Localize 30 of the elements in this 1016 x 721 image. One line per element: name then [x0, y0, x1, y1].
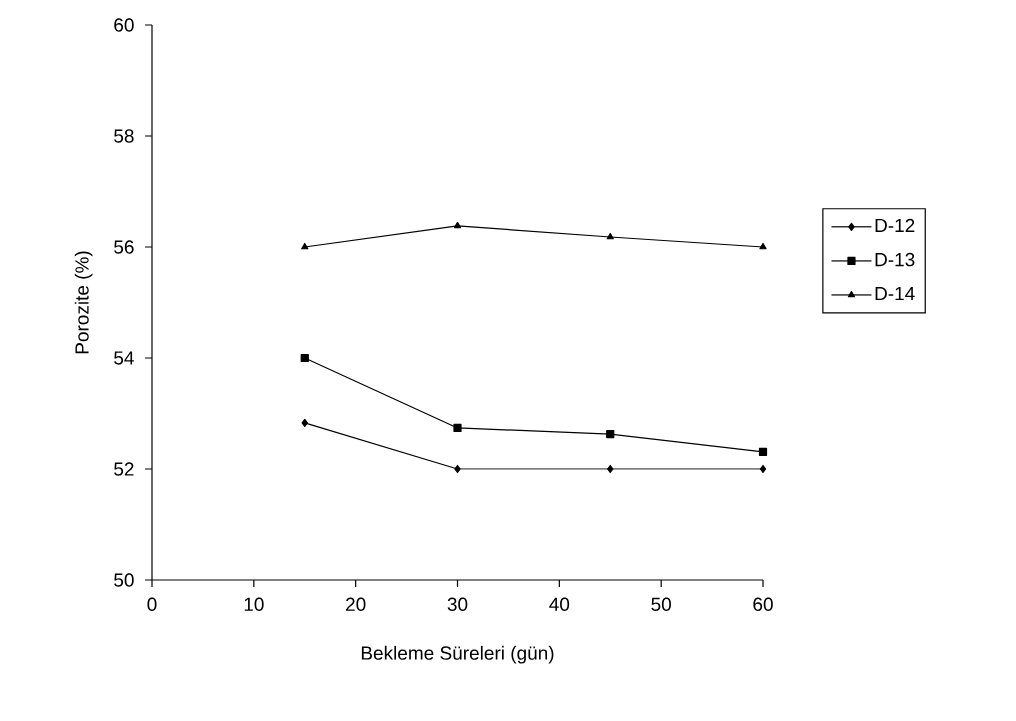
x-tick-label: 50 — [651, 597, 671, 611]
y-tick-label: 50 — [114, 573, 134, 587]
y-tick-label: 52 — [114, 462, 134, 476]
point — [759, 242, 767, 250]
point — [301, 418, 308, 428]
x-tick-label: 10 — [244, 597, 264, 611]
y-tick-label: 56 — [114, 240, 134, 254]
point — [301, 242, 309, 250]
x-tick-label: 0 — [147, 597, 157, 611]
y-axis-title: Porozite (%) — [74, 251, 93, 354]
x-tick-label: 40 — [549, 597, 570, 611]
point — [606, 232, 614, 240]
point — [300, 353, 309, 363]
legend-label: D-13 — [875, 252, 915, 267]
point — [606, 429, 615, 439]
point — [607, 464, 614, 474]
legend-label: D-14 — [875, 286, 915, 301]
x-tick-label: 60 — [753, 597, 773, 611]
y-tick-label: 54 — [114, 351, 134, 365]
point — [759, 464, 767, 474]
point — [454, 464, 461, 474]
x-tick-label: 30 — [447, 597, 468, 611]
point — [453, 423, 462, 433]
x-axis-title: Bekleme Süreleri (gün) — [361, 645, 554, 664]
point — [758, 447, 768, 456]
y-tick-label: 60 — [114, 18, 134, 32]
x-tick-label: 20 — [346, 597, 366, 611]
point — [453, 221, 462, 229]
legend-label: D-12 — [875, 218, 915, 233]
y-tick-label: 58 — [114, 129, 134, 143]
